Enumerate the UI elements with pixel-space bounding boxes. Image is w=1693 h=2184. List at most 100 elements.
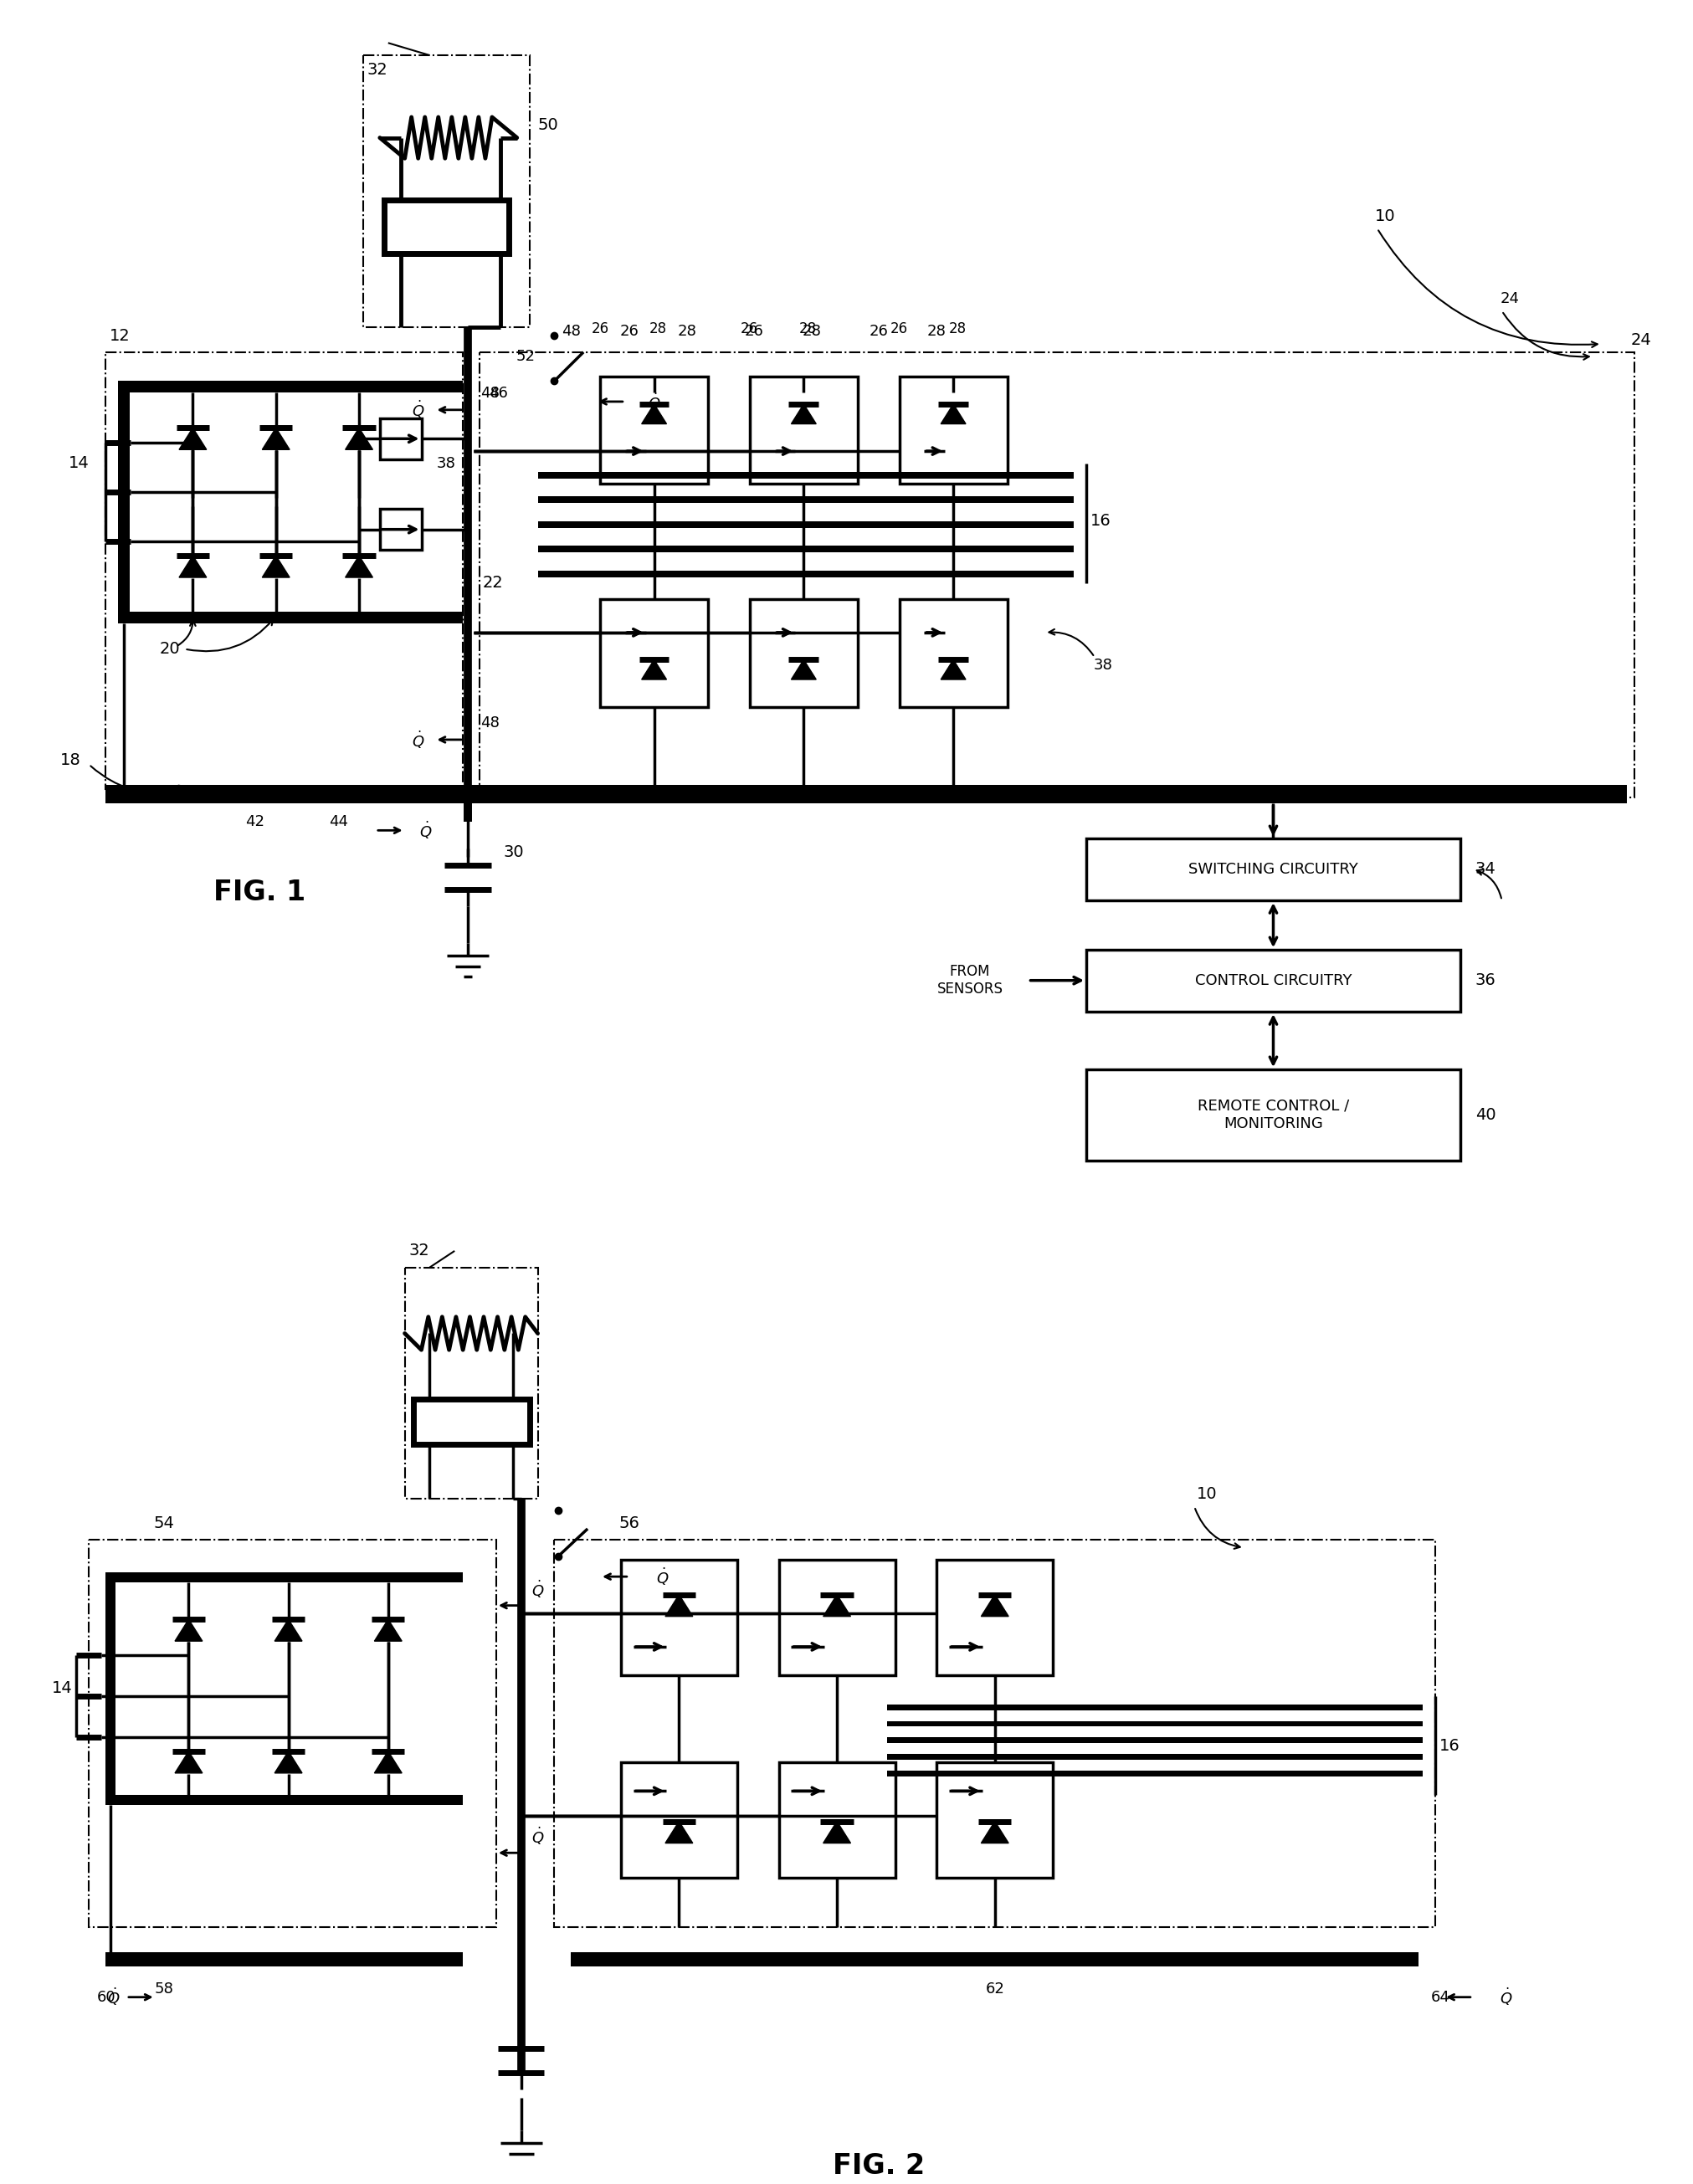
Text: 40: 40	[1475, 1107, 1495, 1123]
Bar	[750, 378, 857, 485]
Text: 16: 16	[1090, 513, 1111, 529]
Text: 26: 26	[740, 321, 758, 336]
Polygon shape	[642, 404, 667, 424]
Text: 14: 14	[51, 1679, 73, 1697]
Bar	[105, 1952, 462, 1966]
Bar	[936, 1559, 1053, 1675]
Text: 24: 24	[1630, 332, 1651, 347]
Bar	[1085, 950, 1459, 1011]
Bar	[105, 1795, 462, 1804]
Text: $\dot{Q}$: $\dot{Q}$	[655, 1566, 669, 1588]
Bar	[779, 1762, 894, 1878]
Polygon shape	[665, 1594, 692, 1616]
Text: CONTROL CIRCUITRY: CONTROL CIRCUITRY	[1194, 972, 1351, 987]
Polygon shape	[174, 1618, 201, 1640]
Bar	[899, 378, 1007, 485]
Text: 48: 48	[560, 323, 581, 339]
Bar	[413, 1400, 530, 1444]
Bar	[621, 1762, 736, 1878]
Text: 50: 50	[537, 118, 559, 133]
Text: 62: 62	[985, 1981, 1004, 1996]
Bar	[405, 1267, 537, 1498]
Bar	[105, 1572, 462, 1583]
Bar	[571, 1952, 1419, 1966]
Text: $\dot{Q}$: $\dot{Q}$	[532, 1579, 543, 1599]
Polygon shape	[179, 428, 207, 450]
Bar	[750, 598, 857, 708]
Text: $\dot{Q}$: $\dot{Q}$	[418, 819, 432, 841]
Bar	[887, 1704, 1422, 1710]
Text: $\dot{Q}$: $\dot{Q}$	[107, 1987, 120, 2007]
Bar	[537, 472, 1073, 478]
Polygon shape	[174, 1752, 201, 1773]
Bar	[936, 1762, 1053, 1878]
Polygon shape	[179, 555, 207, 577]
Bar	[887, 1771, 1422, 1776]
Polygon shape	[642, 660, 667, 679]
Text: 28: 28	[948, 321, 965, 336]
Polygon shape	[374, 1618, 401, 1640]
Bar	[537, 570, 1073, 577]
Bar	[119, 612, 462, 622]
Text: 58: 58	[154, 1981, 173, 1996]
Text: 60: 60	[97, 1990, 117, 2005]
Text: FIG. 2: FIG. 2	[831, 2153, 924, 2180]
Polygon shape	[262, 428, 290, 450]
Polygon shape	[274, 1618, 301, 1640]
Bar	[1085, 839, 1459, 900]
Text: SWITCHING CIRCUITRY: SWITCHING CIRCUITRY	[1188, 863, 1358, 876]
Text: $\dot{Q}$: $\dot{Q}$	[1498, 1987, 1512, 2007]
Polygon shape	[262, 555, 290, 577]
Text: 20: 20	[159, 642, 179, 657]
Bar	[621, 1559, 736, 1675]
Text: REMOTE CONTROL /
MONITORING: REMOTE CONTROL / MONITORING	[1197, 1099, 1348, 1131]
Text: $\dot{Q}$: $\dot{Q}$	[411, 400, 425, 422]
Text: 28: 28	[677, 323, 696, 339]
Bar	[779, 1559, 894, 1675]
Text: 16: 16	[1439, 1738, 1459, 1754]
Text: 54: 54	[154, 1516, 174, 1531]
Text: FIG. 1: FIG. 1	[213, 878, 306, 906]
Bar	[105, 784, 1625, 804]
Text: 38: 38	[1092, 657, 1112, 673]
Text: 44: 44	[328, 815, 347, 830]
Bar	[887, 1721, 1422, 1728]
Text: 26: 26	[591, 321, 608, 336]
Bar	[119, 380, 130, 622]
Text: 26: 26	[743, 323, 764, 339]
Bar	[362, 55, 530, 328]
Text: $\dot{Q}$: $\dot{Q}$	[532, 1826, 543, 1848]
Polygon shape	[940, 660, 965, 679]
Bar	[479, 352, 1634, 797]
Polygon shape	[274, 1752, 301, 1773]
Text: 30: 30	[503, 845, 523, 860]
Bar	[537, 546, 1073, 553]
Text: 10: 10	[1195, 1485, 1217, 1503]
Polygon shape	[980, 1594, 1007, 1616]
Bar	[88, 1540, 496, 1926]
Text: 14: 14	[68, 456, 88, 472]
Text: 32: 32	[408, 1243, 430, 1258]
Polygon shape	[791, 404, 816, 424]
Text: 28: 28	[802, 323, 821, 339]
Text: 32: 32	[367, 61, 388, 79]
Text: 28: 28	[648, 321, 667, 336]
Bar	[105, 352, 462, 788]
Bar	[537, 522, 1073, 529]
Bar	[379, 509, 422, 550]
Bar	[537, 496, 1073, 502]
Bar	[887, 1738, 1422, 1743]
Text: 10: 10	[1375, 207, 1395, 225]
Text: 38: 38	[437, 456, 455, 472]
Text: 34: 34	[1475, 860, 1495, 878]
Text: 26: 26	[869, 323, 887, 339]
Polygon shape	[665, 1821, 692, 1843]
Text: 52: 52	[515, 349, 535, 365]
Text: 56: 56	[618, 1516, 640, 1531]
Bar	[599, 598, 708, 708]
Polygon shape	[980, 1821, 1007, 1843]
Bar	[887, 1754, 1422, 1760]
Text: 48: 48	[481, 716, 499, 732]
Text: 22: 22	[483, 574, 503, 592]
Text: 28: 28	[926, 323, 946, 339]
